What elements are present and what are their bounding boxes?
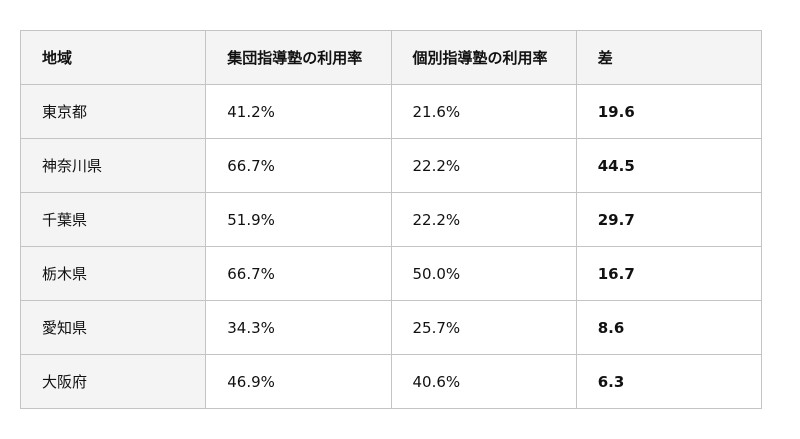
table-row: 千葉県 51.9% 22.2% 29.7 <box>19 192 763 247</box>
region-cell: 大阪府 <box>19 354 207 409</box>
group-rate-cell: 66.7% <box>205 138 392 193</box>
cram-school-usage-table: 地域 集団指導塾の利用率 個別指導塾の利用率 差 東京都 41.2% 21.6% 19… <box>19 30 763 409</box>
individual-rate-cell: 50.0% <box>390 246 577 301</box>
group-rate-cell: 66.7% <box>205 246 392 301</box>
table-row: 大阪府 46.9% 40.6% 6.3 <box>19 354 763 409</box>
diff-cell: 29.7 <box>575 192 763 247</box>
group-rate-cell: 51.9% <box>205 192 392 247</box>
header-diff: 差 <box>575 30 763 85</box>
header-group-rate: 集団指導塾の利用率 <box>205 30 392 85</box>
individual-rate-cell: 22.2% <box>390 138 577 193</box>
group-rate-cell: 46.9% <box>205 354 392 409</box>
region-cell: 千葉県 <box>19 192 207 247</box>
region-cell: 栃木県 <box>19 246 207 301</box>
region-cell: 愛知県 <box>19 300 207 355</box>
table-row: 栃木県 66.7% 50.0% 16.7 <box>19 246 763 301</box>
table-row: 愛知県 34.3% 25.7% 8.6 <box>19 300 763 355</box>
diff-cell: 44.5 <box>575 138 763 193</box>
individual-rate-cell: 25.7% <box>390 300 577 355</box>
region-cell: 東京都 <box>19 84 207 139</box>
diff-cell: 6.3 <box>575 354 763 409</box>
header-individual-rate: 個別指導塾の利用率 <box>390 30 577 85</box>
table-row: 神奈川県 66.7% 22.2% 44.5 <box>19 138 763 193</box>
diff-cell: 16.7 <box>575 246 763 301</box>
diff-cell: 19.6 <box>575 84 763 139</box>
individual-rate-cell: 22.2% <box>390 192 577 247</box>
header-region: 地域 <box>19 30 207 85</box>
diff-cell: 8.6 <box>575 300 763 355</box>
group-rate-cell: 41.2% <box>205 84 392 139</box>
table-header-row: 地域 集団指導塾の利用率 個別指導塾の利用率 差 <box>19 30 763 85</box>
table-row: 東京都 41.2% 21.6% 19.6 <box>19 84 763 139</box>
region-cell: 神奈川県 <box>19 138 207 193</box>
group-rate-cell: 34.3% <box>205 300 392 355</box>
individual-rate-cell: 40.6% <box>390 354 577 409</box>
individual-rate-cell: 21.6% <box>390 84 577 139</box>
